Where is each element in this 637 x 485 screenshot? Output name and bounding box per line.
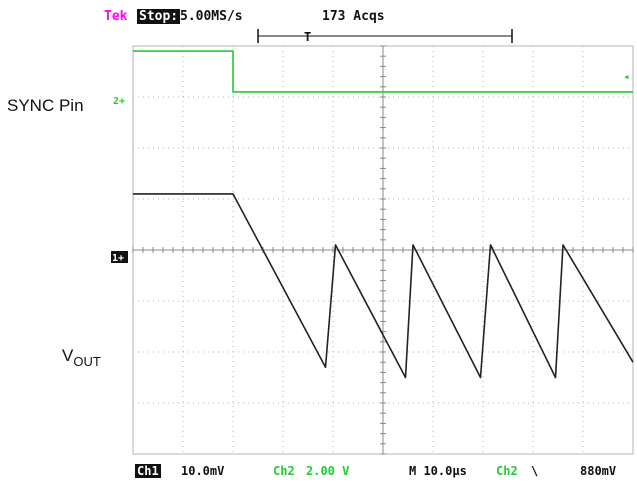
sync-pin-label: SYNC Pin	[7, 96, 84, 115]
svg-text:◂: ◂	[623, 70, 630, 83]
vout-label: VOUT	[62, 346, 101, 369]
acquisition-state-badge[interactable]: Stop:	[137, 9, 181, 24]
trigger-marker: T	[304, 30, 311, 44]
graticule	[132, 45, 634, 455]
vout-trace	[133, 193, 634, 379]
brand-label: Tek	[104, 9, 128, 24]
ch2-marker-label: 2+	[113, 96, 125, 107]
trigger-level-marker[interactable]: ◂	[623, 70, 630, 83]
trace-layer	[133, 50, 634, 379]
vout-subscript: OUT	[73, 354, 101, 369]
vout-main: V	[62, 346, 74, 365]
acquisition-count: 173 Acqs	[322, 9, 385, 24]
status-bar: Tek Stop: 5.00MS/s 173 Acqs	[0, 6, 637, 26]
ch1-tag[interactable]: Ch1	[135, 464, 161, 478]
ch2-tag[interactable]: Ch2	[273, 464, 295, 478]
trigger-position-bracket[interactable]: T	[257, 29, 513, 44]
ch1-marker-label: 1+	[112, 253, 124, 264]
ch2-scale: 2.00 V	[306, 464, 350, 478]
ch1-scale: 10.0mV	[181, 464, 225, 478]
timebase-readout: M 10.0µs	[409, 464, 467, 478]
sample-rate-readout: 5.00MS/s	[180, 9, 243, 24]
trigger-source[interactable]: Ch2	[496, 464, 518, 478]
channel-settings-bar: Ch1 10.0mV Ch2 2.00 V M 10.0µs Ch2 \ 880…	[0, 462, 637, 482]
ch2-marker[interactable]: 2+	[113, 96, 125, 107]
trigger-level: 880mV	[580, 464, 617, 478]
ch1-marker[interactable]: 1+	[111, 251, 128, 264]
sync-pin-trace	[133, 50, 633, 93]
trigger-slope-icon: \	[531, 464, 539, 478]
